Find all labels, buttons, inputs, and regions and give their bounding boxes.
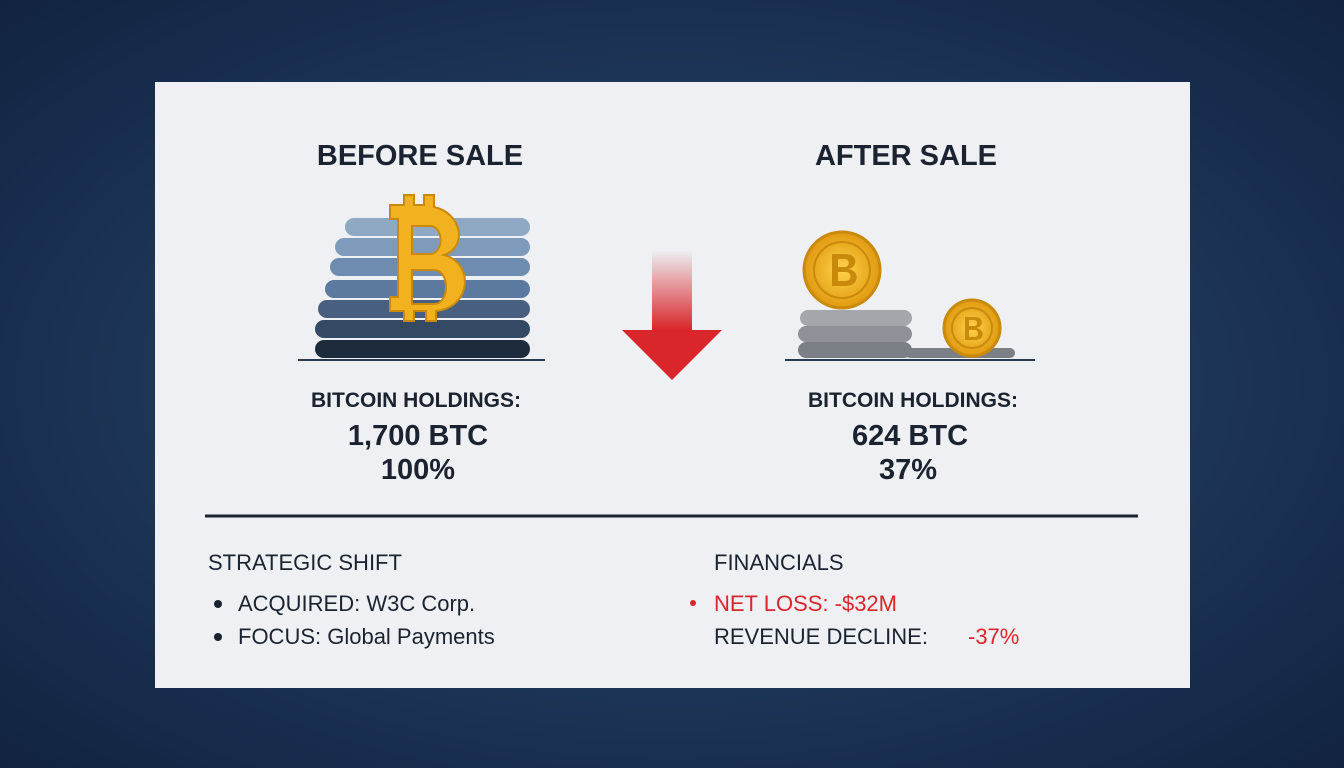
bullet — [214, 633, 222, 641]
list-item: FOCUS: Global Payments — [238, 624, 495, 649]
panel — [155, 82, 1190, 688]
bullet — [690, 600, 696, 606]
after-label: BITCOIN HOLDINGS: — [808, 389, 1018, 412]
revenue-value: -37% — [968, 624, 1020, 649]
before-title: BEFORE SALE — [316, 140, 524, 172]
bullet — [214, 600, 222, 608]
list-item: ACQUIRED: W3C Corp. — [238, 591, 476, 616]
net-loss: NET LOSS: -$32M — [714, 591, 897, 616]
revenue-label: REVENUE DECLINE: — [714, 624, 928, 649]
down-arrow — [622, 250, 722, 380]
after-title: AFTER SALE — [814, 140, 998, 172]
after-stack — [785, 230, 1035, 361]
after-amount: 624 BTC — [851, 420, 969, 452]
before-percent: 100% — [380, 454, 456, 486]
section-title: FINANCIALS — [714, 550, 844, 575]
before-stack — [298, 194, 545, 361]
after-percent: 37% — [878, 454, 938, 486]
before-label: BITCOIN HOLDINGS: — [311, 389, 521, 412]
before-amount: 1,700 BTC — [347, 420, 489, 452]
section-title: STRATEGIC SHIFT — [208, 550, 402, 575]
